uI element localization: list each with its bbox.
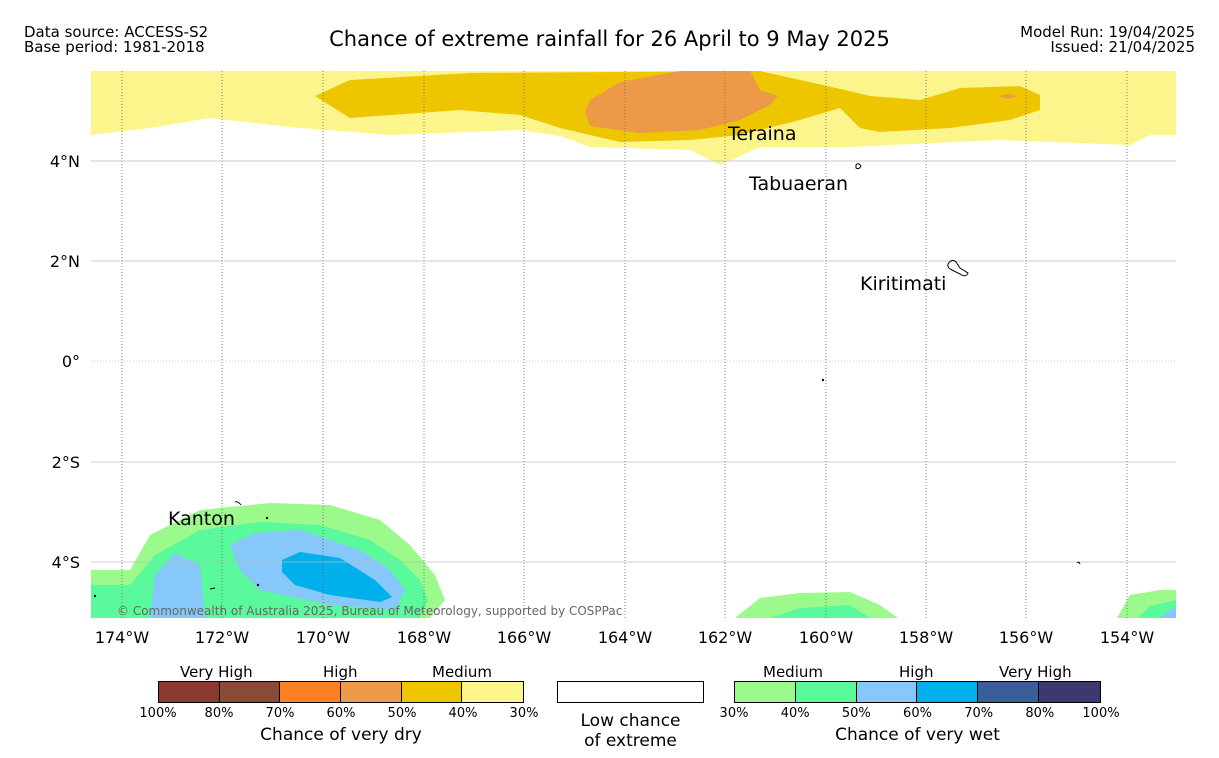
lon-tick-label: 158°W [899, 628, 954, 647]
place-label-tabuaeran: Tabuaeran [748, 173, 848, 195]
color-swatch [978, 682, 1040, 702]
wet-40-south-central [770, 605, 870, 618]
percent-tick-label: 30% [509, 706, 539, 721]
color-swatch [1039, 682, 1100, 702]
lon-tick-label: 166°W [497, 628, 552, 647]
islet [93, 594, 97, 598]
wet-caption: Chance of very wet [835, 725, 1000, 745]
wet-colorbar [734, 681, 1101, 703]
percent-tick-label: 60% [903, 706, 932, 721]
lon-tick-label: 160°W [799, 628, 854, 647]
color-swatch [856, 682, 918, 702]
percent-tick-label: 100% [1082, 706, 1120, 721]
percent-tick-label: 80% [1025, 706, 1055, 721]
place-label-teraina: Teraina [727, 123, 797, 145]
percent-tick-label: 100% [139, 706, 177, 721]
islet [1076, 561, 1081, 565]
lon-tick-label: 172°W [195, 628, 250, 647]
lon-tick-label: 164°W [598, 628, 653, 647]
lon-tick-label: 162°W [698, 628, 753, 647]
islands [93, 163, 1081, 598]
islet [821, 378, 825, 382]
color-swatch [219, 682, 281, 702]
wet-50-south-east [1160, 608, 1176, 618]
copyright-notice: © Commonwealth of Australia 2025, Bureau… [117, 604, 622, 618]
map-grid [91, 71, 1176, 618]
lat-tick-label: 2°S [52, 453, 80, 472]
dry-50-region [585, 71, 778, 133]
rainfall-map: Teraina Tabuaeran Kiritimati Kanton © Co… [50, 71, 1176, 647]
lon-tick-label: 170°W [296, 628, 351, 647]
dry-very-high-label: Very High [180, 663, 253, 681]
wet-high-label: High [899, 663, 934, 681]
model-run-label: Model Run: 19/04/2025 [1020, 23, 1195, 41]
percent-tick-label: 70% [964, 706, 994, 721]
color-swatch [795, 682, 857, 702]
rainfall-contours [91, 71, 1176, 618]
neutral-swatch [558, 682, 703, 702]
axis-ticks: 174°W 172°W 170°W 168°W 166°W 164°W 162°W 160°W… [50, 152, 1155, 647]
kanton-island [234, 501, 242, 506]
dry-medium-label: Medium [432, 663, 492, 681]
map-title: Chance of extreme rainfall for 26 April … [329, 27, 890, 51]
wet-medium-label: Medium [763, 663, 823, 681]
color-swatch [917, 682, 979, 702]
percent-tick-label: 30% [719, 706, 749, 721]
color-swatch [735, 682, 796, 702]
color-swatch [280, 682, 341, 702]
place-labels: Teraina Tabuaeran Kiritimati Kanton [168, 123, 946, 530]
neutral-caption-line2: of extreme [584, 731, 677, 751]
place-label-kiritimati: Kiritimati [860, 273, 946, 295]
lat-tick-label: 0° [62, 352, 80, 371]
percent-tick-label: 50% [387, 706, 417, 721]
islet [209, 587, 216, 590]
lon-tick-label: 174°W [95, 628, 150, 647]
wet-very-high-label: Very High [999, 663, 1072, 681]
issued-label: Issued: 21/04/2025 [1050, 38, 1195, 56]
lon-tick-label: 168°W [397, 628, 452, 647]
percent-tick-label: 60% [326, 706, 356, 721]
lon-tick-label: 156°W [999, 628, 1054, 647]
islet [256, 583, 260, 587]
dry-high-label: High [323, 663, 358, 681]
color-swatch [401, 682, 463, 702]
lon-tick-label: 154°W [1100, 628, 1155, 647]
percent-tick-label: 80% [204, 706, 234, 721]
tabuaeran-island [855, 163, 862, 170]
lat-tick-label: 4°S [52, 553, 80, 572]
kiritimati-island [947, 259, 969, 277]
dry-caption: Chance of very dry [260, 725, 422, 745]
percent-tick-label: 50% [841, 706, 871, 721]
color-swatch [340, 682, 402, 702]
neutral-caption-line1: Low chance [580, 711, 681, 731]
neutral-colorbar [557, 681, 704, 703]
percent-tick-label: 40% [780, 706, 810, 721]
color-swatch [462, 682, 523, 702]
lat-tick-label: 4°N [50, 152, 80, 171]
lat-tick-label: 2°N [50, 252, 80, 271]
dry-colorbar [158, 681, 524, 703]
base-period-label: Base period: 1981-2018 [24, 38, 205, 56]
dry-50-spot [998, 94, 1018, 99]
percent-tick-label: 40% [448, 706, 478, 721]
data-source-label: Data source: ACCESS-S2 [24, 23, 209, 41]
wet-60-region [282, 552, 392, 602]
percent-tick-label: 70% [265, 706, 295, 721]
color-swatch [159, 682, 220, 702]
islet [265, 516, 269, 520]
place-label-kanton: Kanton [168, 508, 235, 530]
